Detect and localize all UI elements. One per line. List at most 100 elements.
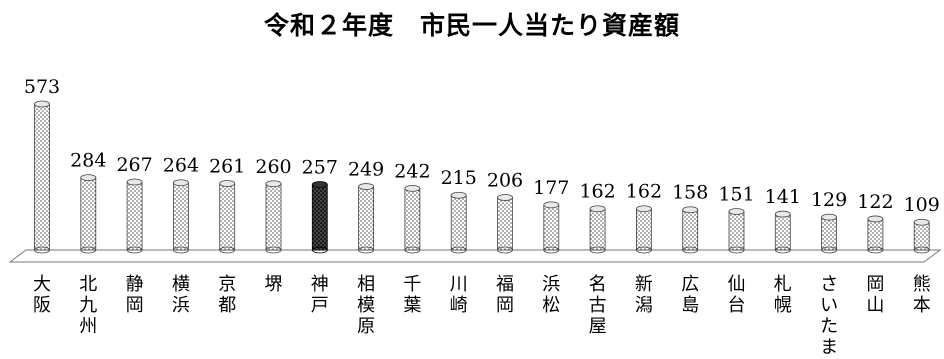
bar-body: [682, 209, 699, 251]
value-label: 151: [718, 184, 754, 206]
bar: [80, 174, 97, 254]
category-label: 静岡: [126, 274, 144, 316]
category-label: 福岡: [496, 274, 514, 316]
bar-body: [589, 208, 606, 251]
category-label: 神戸: [311, 274, 329, 316]
value-label: 242: [394, 160, 430, 182]
bar-top: [543, 201, 560, 209]
bar-body: [126, 181, 143, 251]
axis-floor: [8, 249, 942, 263]
bar: [867, 215, 884, 254]
bar-body: [636, 208, 652, 251]
bar-bottom: [682, 246, 699, 254]
category-label: 堺: [265, 274, 283, 295]
bar-body: [172, 182, 189, 251]
bar: [774, 210, 791, 254]
category-label: 横浜: [172, 274, 190, 316]
bars-group: [34, 100, 930, 254]
bar-bottom: [34, 246, 50, 254]
bar: [404, 184, 421, 254]
bar-bottom: [543, 246, 560, 254]
bar: [589, 205, 606, 254]
bar-body: [219, 183, 236, 251]
category-label: 新潟: [635, 274, 653, 316]
bar-top: [867, 215, 884, 223]
bar-body: [358, 186, 375, 251]
chart-floor: [8, 249, 942, 263]
bar-bottom: [404, 246, 421, 254]
value-label: 264: [163, 155, 199, 177]
bar: [172, 179, 189, 254]
bar-top: [311, 181, 328, 188]
bar-body: [450, 194, 467, 251]
value-label: 206: [487, 170, 523, 192]
bar-body: [543, 204, 560, 251]
bar-bottom: [358, 246, 375, 254]
category-label: 札幌: [774, 274, 792, 316]
bar-body: [80, 177, 97, 251]
bar: [913, 218, 930, 254]
bar: [219, 180, 236, 254]
value-label: 261: [209, 155, 245, 177]
bar-bottom: [172, 246, 189, 254]
value-label: 257: [302, 157, 338, 179]
bar-top: [265, 180, 282, 188]
value-label: 162: [579, 181, 615, 203]
bar: [34, 100, 50, 254]
value-label: 122: [857, 191, 893, 213]
bar-bottom: [265, 246, 282, 254]
bar: [265, 180, 282, 254]
value-label: 141: [765, 186, 801, 208]
bar-bottom: [636, 246, 652, 254]
bar-body: [34, 103, 50, 251]
bar: [728, 208, 745, 254]
bar: [543, 201, 560, 254]
value-label: 573: [24, 76, 60, 98]
bar-top: [450, 191, 467, 199]
bar-top: [80, 174, 97, 182]
bar-top: [172, 179, 189, 187]
bar-bottom: [126, 246, 143, 254]
category-label: 広島: [681, 274, 699, 316]
bar-bottom: [867, 246, 884, 254]
bar-body: [821, 216, 837, 251]
category-label: 熊本: [913, 274, 931, 316]
value-label: 284: [70, 150, 106, 172]
bar-body: [265, 183, 282, 251]
category-label: 川崎: [450, 274, 468, 316]
bar-body: [497, 197, 513, 251]
bar-top: [728, 208, 745, 215]
chart-title: 令和２年度 市民一人当たり資産額: [263, 11, 680, 40]
bar-body: [404, 187, 421, 251]
bar-top: [219, 180, 236, 187]
bar-bottom: [913, 246, 930, 254]
bar-top: [913, 218, 930, 226]
bar-top: [821, 213, 837, 221]
bar-top: [126, 178, 143, 186]
bar: [450, 191, 467, 254]
bar-top: [774, 210, 791, 218]
category-label: 相模原: [357, 274, 375, 337]
value-label: 260: [255, 156, 291, 178]
bar-body: [728, 211, 745, 251]
value-labels-group: 573 284 267 264 261 260 257 249 242 215 206 177 162 1…: [24, 76, 940, 216]
category-label: 京都: [218, 274, 236, 316]
bar: [636, 205, 652, 254]
bar-bottom: [821, 246, 837, 254]
value-label: 162: [626, 181, 662, 203]
bar-top: [34, 100, 50, 108]
bar-bottom: [589, 246, 606, 254]
bar: [821, 213, 837, 254]
bar-bottom: [774, 246, 791, 254]
bar: [126, 178, 143, 254]
category-label: 名古屋: [589, 274, 607, 337]
category-label: 仙台: [728, 274, 746, 316]
category-label: 岡山: [866, 274, 884, 316]
value-label: 177: [533, 177, 569, 199]
value-label: 267: [116, 154, 152, 176]
category-label: 浜松: [542, 274, 560, 316]
bar-bottom: [219, 246, 236, 254]
bar-bottom: [450, 246, 467, 254]
